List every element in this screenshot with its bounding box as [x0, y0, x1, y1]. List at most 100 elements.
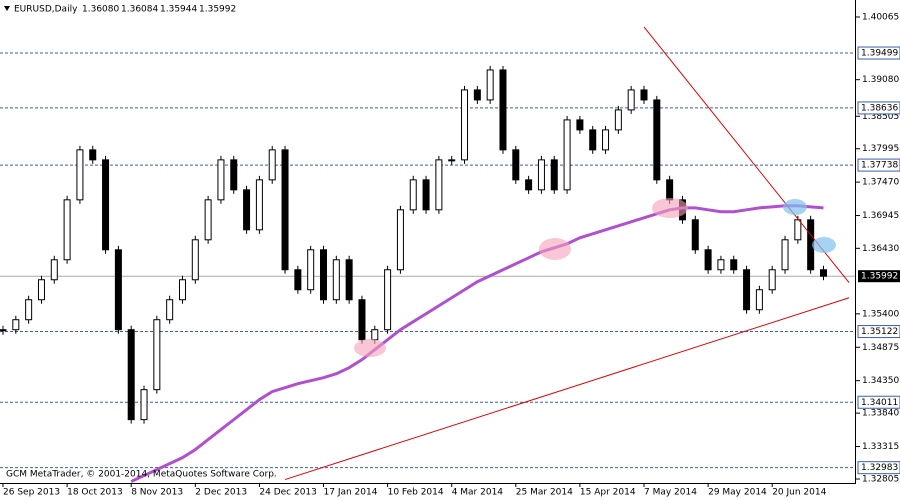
- level-label-box: [857, 461, 900, 475]
- candle-body: [37, 279, 45, 301]
- candle-body: [243, 189, 251, 231]
- ohlc-value: 1.36080: [82, 5, 119, 15]
- y-tick-label: 1.40065: [862, 13, 899, 23]
- candle-body: [640, 89, 648, 101]
- candle-body: [743, 269, 751, 311]
- candle-body: [819, 269, 827, 277]
- candle-body: [473, 89, 481, 101]
- level-label: 1.34011: [861, 398, 898, 408]
- candle-body: [781, 239, 789, 271]
- level-label: 1.38636: [861, 103, 898, 113]
- candle-body: [614, 109, 622, 131]
- candle-body: [153, 319, 161, 391]
- candle-body: [76, 149, 84, 201]
- x-tick-label: 4 Mar 2014: [452, 488, 504, 498]
- candle-body: [114, 249, 122, 331]
- candle-body: [25, 299, 33, 321]
- candle-body: [730, 259, 738, 271]
- x-tick-label: 7 May 2014: [644, 488, 697, 498]
- y-tick-label: 1.34875: [862, 343, 899, 353]
- candle-body: [281, 149, 289, 271]
- y-tick-label: 1.35400: [862, 309, 899, 319]
- candle-body: [717, 259, 725, 271]
- candle-body: [191, 239, 199, 281]
- candle-body: [204, 199, 212, 241]
- candle-body: [512, 149, 520, 181]
- candle-body: [525, 179, 533, 191]
- candle-body: [89, 149, 97, 161]
- y-tick-label: 1.36430: [862, 244, 899, 254]
- level-label: 1.32983: [861, 463, 898, 473]
- level-label-box: [857, 395, 900, 409]
- candle-body: [12, 319, 20, 331]
- y-tick-label: 1.33315: [862, 442, 899, 452]
- highlight: [652, 198, 688, 218]
- candle-body: [435, 159, 443, 211]
- candle-body: [576, 119, 584, 131]
- x-tick-label: 29 May 2014: [708, 488, 767, 498]
- x-tick-label: 18 Oct 2013: [67, 488, 123, 498]
- candle-body: [230, 159, 238, 191]
- candle-body: [653, 99, 661, 181]
- ohlc-value: 1.35992: [199, 5, 236, 15]
- level-label-box: [857, 158, 900, 172]
- candle-body: [589, 129, 597, 151]
- candle-body: [704, 249, 712, 271]
- candle-body: [307, 249, 315, 291]
- candle-body: [396, 209, 404, 271]
- x-tick-label: 15 Apr 2014: [580, 488, 636, 498]
- candle-body: [422, 179, 430, 211]
- candle-body: [794, 219, 802, 241]
- y-tick-label: 1.33840: [862, 409, 899, 419]
- candle-body: [217, 159, 225, 201]
- menu-icon: [4, 6, 10, 11]
- copyright: GCM MetaTrader, © 2001-2014, MetaQuotes …: [6, 470, 277, 480]
- level-label: 1.37738: [861, 161, 898, 171]
- x-tick-label: 10 Feb 2014: [388, 488, 444, 498]
- candle-body: [486, 69, 494, 101]
- candle-body: [127, 329, 135, 421]
- candle-body: [294, 269, 302, 291]
- highlight: [783, 199, 807, 215]
- candle-body: [666, 179, 674, 201]
- y-tick-label: 1.38505: [862, 112, 899, 122]
- candle-body: [255, 179, 263, 231]
- last-price-box: [858, 270, 900, 283]
- x-tick-label: 20 Jun 2014: [772, 488, 826, 498]
- highlight: [354, 339, 386, 357]
- candle-body: [371, 329, 379, 341]
- x-tick-label: 17 Jan 2014: [324, 488, 378, 498]
- trendline: [284, 297, 850, 481]
- x-tick-label: 24 Dec 2013: [259, 488, 317, 498]
- candle-body: [409, 179, 417, 211]
- candle-body: [345, 259, 353, 301]
- x-tick-label: 2 Dec 2013: [195, 488, 247, 498]
- candle-body: [0, 329, 7, 332]
- level-label-box: [857, 46, 900, 60]
- candle-body: [50, 259, 58, 281]
- candle-body: [63, 199, 71, 261]
- level-label-box: [857, 325, 900, 339]
- ohlc-value: 1.36084: [121, 5, 158, 15]
- candle-body: [550, 159, 558, 191]
- moving-average: [130, 204, 824, 483]
- y-tick-label: 1.39080: [862, 75, 899, 85]
- level-label: 1.35122: [861, 327, 898, 337]
- candle-body: [166, 299, 174, 321]
- candle-body: [537, 159, 545, 191]
- x-tick-label: 26 Sep 2013: [3, 488, 60, 498]
- candle-body: [332, 259, 340, 301]
- x-tick-label: 25 Mar 2014: [516, 488, 573, 498]
- candle-body: [178, 279, 186, 301]
- x-tick-label: 8 Nov 2013: [131, 488, 183, 498]
- candle-body: [768, 269, 776, 291]
- candle-body: [268, 149, 276, 181]
- candle-body: [499, 69, 507, 151]
- y-tick-label: 1.37470: [862, 178, 899, 188]
- y-tick-label: 1.32805: [862, 475, 899, 485]
- candle-body: [448, 159, 456, 162]
- y-tick-label: 1.37995: [862, 144, 899, 154]
- candle-body: [320, 249, 327, 301]
- highlight: [539, 238, 571, 260]
